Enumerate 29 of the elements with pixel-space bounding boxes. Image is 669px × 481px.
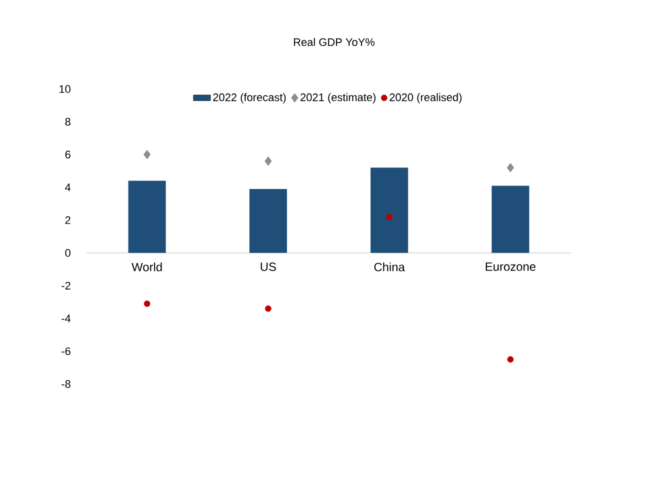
- y-tick-label: 6: [65, 150, 70, 158]
- y-tick-label: -8: [62, 380, 70, 388]
- x-tick-label: World: [132, 262, 162, 272]
- legend-label: 2022 (forecast): [213, 93, 286, 104]
- y-tick-label: 10: [60, 85, 70, 93]
- point: [265, 305, 272, 312]
- bar: [128, 180, 166, 253]
- bar: [249, 188, 287, 253]
- x-tick-label: Eurozone: [486, 262, 536, 271]
- point: [506, 162, 514, 172]
- x-tick-label: US: [260, 262, 276, 271]
- legend-label: 2020 (realised): [390, 93, 462, 104]
- y-tick-label: 2: [65, 216, 70, 224]
- point: [386, 214, 393, 220]
- y-tick-label: -4: [62, 314, 71, 322]
- bar: [370, 168, 408, 253]
- y-tick-label: 8: [65, 118, 70, 126]
- point: [507, 356, 514, 363]
- x-tick-label: China: [374, 262, 405, 272]
- point: [144, 150, 151, 160]
- bar: [492, 186, 530, 253]
- point: [144, 300, 150, 307]
- point: [264, 156, 272, 166]
- y-tick-label: 0: [65, 249, 70, 257]
- chart-title: Real GDP YoY%: [294, 38, 375, 46]
- legend-label: 2021 (estimate): [300, 93, 376, 104]
- y-tick-label: 4: [65, 184, 71, 192]
- y-tick-label: -2: [62, 282, 70, 290]
- y-tick-label: -6: [62, 347, 70, 356]
